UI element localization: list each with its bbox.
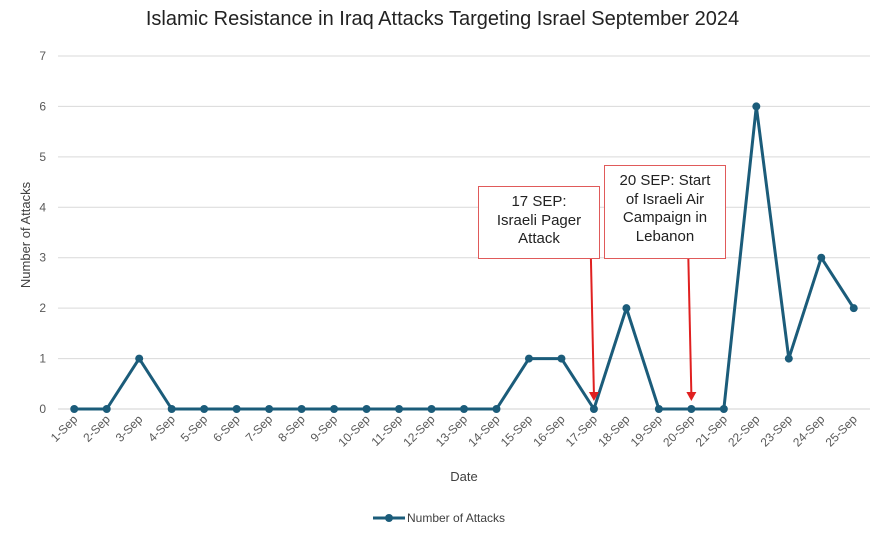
data-point xyxy=(427,405,436,413)
x-tick-label: 20-Sep xyxy=(660,412,697,449)
annotation-line: Lebanon xyxy=(635,227,695,245)
annotation-arrow-head xyxy=(686,392,697,401)
legend-swatch-marker xyxy=(385,514,393,522)
chart-title: Islamic Resistance in Iraq Attacks Targe… xyxy=(145,8,740,30)
y-tick-label: 7 xyxy=(39,49,46,63)
x-tick-label: 21-Sep xyxy=(693,412,730,449)
x-tick-label: 12-Sep xyxy=(400,412,437,449)
y-tick-label: 6 xyxy=(39,99,46,113)
gridlines xyxy=(58,55,870,360)
x-tick-label: 24-Sep xyxy=(790,412,827,449)
data-point xyxy=(752,102,761,111)
data-point xyxy=(135,354,144,363)
x-tick-label: 7-Sep xyxy=(243,412,276,445)
x-tick-label: 3-Sep xyxy=(113,412,146,445)
x-tick-label: 10-Sep xyxy=(335,412,372,449)
x-tick-label: 25-Sep xyxy=(823,412,860,449)
x-axis-ticks: 1-Sep 2-Sep 3-Sep 4-Sep 5-Sep 6-Sep 7-Sep 8-Sep… xyxy=(48,412,860,449)
data-point xyxy=(460,405,468,413)
data-point xyxy=(589,405,598,413)
y-tick-label: 4 xyxy=(39,200,46,214)
y-tick-label: 5 xyxy=(39,150,46,164)
x-tick-label: 15-Sep xyxy=(498,412,535,449)
annotation-line: Israeli Pager xyxy=(496,211,582,229)
y-axis-title: Number of Attacks xyxy=(18,181,33,288)
x-tick-label: 16-Sep xyxy=(530,412,567,449)
annotation-arrow-line xyxy=(687,258,693,395)
x-tick-label: 23-Sep xyxy=(758,412,795,449)
annotation-pager-attack: 17 SEP: Israeli Pager Attack xyxy=(478,186,600,259)
data-point xyxy=(719,405,728,413)
x-tick-label: 11-Sep xyxy=(369,412,406,449)
data-point xyxy=(362,405,371,413)
x-tick-label: 6-Sep xyxy=(210,412,243,445)
x-tick-label: 5-Sep xyxy=(178,412,211,445)
x-tick-label: 19-Sep xyxy=(628,412,665,449)
x-tick-label: 14-Sep xyxy=(465,412,502,449)
data-point xyxy=(200,405,209,413)
data-point xyxy=(265,405,274,413)
annotation-line: of Israeli Air xyxy=(625,190,705,208)
x-axis-title: Date xyxy=(450,469,477,484)
x-tick-label: 18-Sep xyxy=(595,412,632,449)
annotation-line: 20 SEP: Start xyxy=(619,172,711,189)
data-point xyxy=(687,405,696,413)
annotation-air-campaign: 20 SEP: Start of Israeli Air Campaign in… xyxy=(604,165,726,259)
annotation-line: 17 SEP: xyxy=(511,193,567,210)
x-tick-label: 8-Sep xyxy=(275,412,308,445)
data-point xyxy=(557,354,566,363)
y-tick-label: 1 xyxy=(39,352,46,366)
x-tick-label: 13-Sep xyxy=(433,412,470,449)
y-tick-label: 3 xyxy=(39,251,46,265)
data-point xyxy=(492,405,501,413)
annotation-arrow-head xyxy=(588,392,599,401)
data-point xyxy=(70,405,79,413)
x-tick-label: 22-Sep xyxy=(725,412,762,449)
data-point xyxy=(102,405,111,413)
y-tick-label: 2 xyxy=(39,301,46,315)
series-number-of-attacks xyxy=(70,102,858,413)
annotation-line: Attack xyxy=(518,230,560,247)
x-tick-label: 2-Sep xyxy=(80,412,113,445)
data-point xyxy=(167,405,176,413)
data-point xyxy=(232,405,241,413)
x-tick-label: 17-Sep xyxy=(563,412,600,449)
data-point xyxy=(395,405,404,413)
annotation-line: Campaign in xyxy=(622,209,708,226)
data-point xyxy=(297,405,306,413)
legend: Number of Attacks xyxy=(373,511,505,525)
y-tick-label: 0 xyxy=(39,402,46,416)
data-point xyxy=(524,354,533,363)
data-point xyxy=(330,405,339,413)
annotation-arrows xyxy=(588,258,697,401)
data-point xyxy=(784,354,793,363)
x-tick-label: 4-Sep xyxy=(145,412,178,445)
data-point xyxy=(817,253,826,262)
data-point xyxy=(622,304,631,313)
legend-label: Number of Attacks xyxy=(407,511,505,525)
x-tick-label: 1-Sep xyxy=(48,412,81,445)
annotation-arrow-line xyxy=(589,258,595,395)
data-point xyxy=(849,304,858,313)
y-axis-ticks: 0 1 2 3 4 5 6 7 xyxy=(39,49,46,416)
data-point xyxy=(654,405,663,413)
